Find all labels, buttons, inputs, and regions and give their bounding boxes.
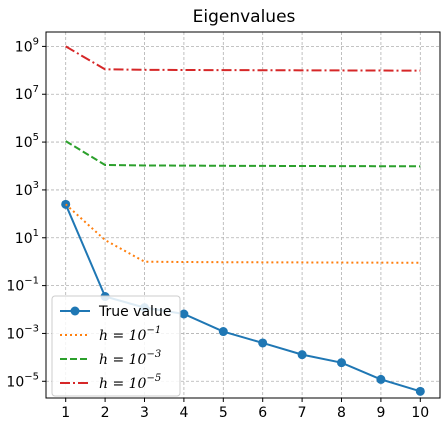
y-tick-label: 109 bbox=[15, 36, 39, 55]
series-point-0 bbox=[258, 338, 268, 348]
y-tick-label: 10−1 bbox=[6, 276, 39, 295]
legend-label-3: h = 10−5 bbox=[99, 373, 161, 392]
x-tick-label: 1 bbox=[61, 405, 70, 421]
plot-frame bbox=[45, 31, 441, 399]
y-tick-label: 10−5 bbox=[6, 371, 39, 390]
legend: True value h = 10−1 h = 10−3 h = 10−5 bbox=[51, 295, 181, 397]
legend-label-0: True value bbox=[98, 304, 171, 320]
series-point-0 bbox=[297, 350, 307, 360]
legend-label-1: h = 10−1 bbox=[99, 325, 161, 344]
x-tick-label: 4 bbox=[179, 405, 188, 421]
y-tick-label: 10−3 bbox=[6, 323, 39, 342]
series-point-0 bbox=[415, 386, 425, 396]
x-axis-ticks: 1 2 3 4 5 6 7 8 9 10 bbox=[61, 398, 429, 421]
y-tick-label: 101 bbox=[15, 228, 39, 247]
series-point-0 bbox=[179, 309, 189, 319]
series-line-1 bbox=[65, 203, 421, 264]
x-tick-label: 6 bbox=[258, 405, 267, 421]
legend-box bbox=[51, 295, 181, 397]
chart-title: Eigenvalues bbox=[193, 7, 296, 27]
x-tick-label: 8 bbox=[337, 405, 346, 421]
legend-marker-0 bbox=[70, 306, 80, 316]
series-line-3 bbox=[65, 45, 421, 72]
legend-label-2: h = 10−3 bbox=[99, 349, 161, 368]
y-tick-label: 107 bbox=[15, 84, 39, 103]
y-axis-ticks: 10−5 10−3 10−1 101 103 105 107 109 bbox=[6, 36, 46, 390]
y-tick-label: 105 bbox=[15, 132, 39, 151]
x-tick-label: 2 bbox=[101, 405, 110, 421]
y-tick-label: 103 bbox=[15, 180, 39, 199]
x-tick-label: 3 bbox=[140, 405, 149, 421]
x-tick-label: 5 bbox=[219, 405, 228, 421]
series-point-0 bbox=[337, 358, 346, 368]
x-tick-label: 7 bbox=[298, 405, 307, 421]
series-point-0 bbox=[376, 374, 386, 384]
x-tick-label: 10 bbox=[411, 405, 429, 421]
x-tick-label: 9 bbox=[376, 405, 385, 421]
series-line-2 bbox=[65, 140, 421, 168]
series-point-0 bbox=[218, 327, 228, 337]
